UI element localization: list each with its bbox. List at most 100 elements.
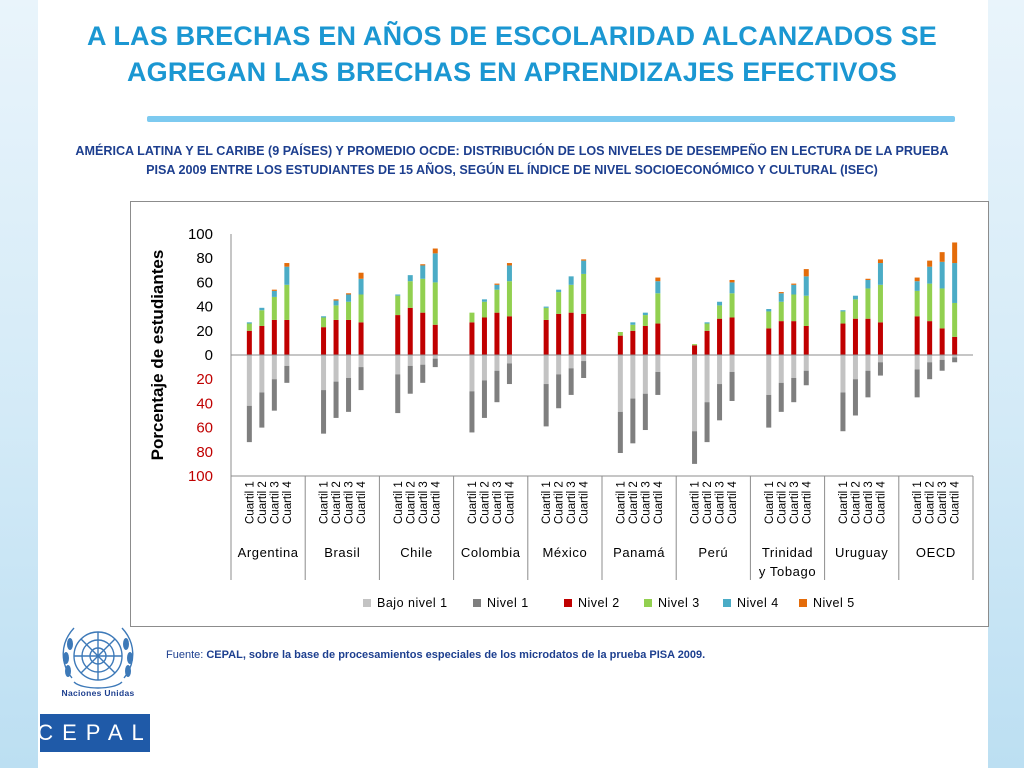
bar-segment (271, 355, 277, 380)
country-label: Argentina (238, 545, 299, 560)
bar-segment (246, 323, 252, 331)
bar-segment (556, 292, 562, 314)
bar-segment (865, 278, 871, 280)
bar-segment (791, 355, 797, 378)
bar-segment (803, 276, 809, 296)
bar-segment (914, 355, 920, 370)
bar-segment (321, 390, 327, 434)
bar-segment (481, 301, 487, 318)
bar-segment (581, 273, 587, 314)
bar-segment (617, 411, 623, 454)
page-title: A LAS BRECHAS EN AÑOS DE ESCOLARIDAD ALC… (60, 18, 964, 90)
bar-segment (717, 384, 723, 421)
bar-segment (840, 311, 846, 324)
bar-segment (271, 290, 277, 297)
bar-segment (494, 289, 500, 313)
quartile-tick-label: Cuartil 2 (405, 481, 417, 524)
legend-label: Nivel 3 (658, 596, 700, 610)
bar-segment (877, 362, 883, 376)
bar-segment (766, 311, 772, 329)
legend-label: Bajo nivel 1 (377, 596, 448, 610)
cepal-logo: CEPAL (37, 714, 150, 752)
bar-segment (704, 330, 710, 355)
un-label: Naciones Unidas (61, 688, 135, 698)
bar-segment (506, 363, 512, 385)
bar-segment (556, 374, 562, 409)
un-emblem-icon (62, 627, 134, 689)
bar-segment (865, 370, 871, 398)
country-label: Panamá (613, 545, 665, 560)
bar-segment (778, 321, 784, 355)
bar-segment (877, 355, 883, 363)
bar-segment (877, 284, 883, 323)
bar-segment (729, 371, 735, 401)
country-label: y Tobago (759, 564, 816, 579)
bar-segment (617, 355, 623, 412)
bar-segment (346, 293, 352, 295)
bar-segment (556, 313, 562, 355)
bar-segment (927, 266, 933, 284)
chart-frame: Porcentaje de estudiantes 100 80 60 40 20 0 20 4… (130, 201, 989, 627)
y-tick-label: 80 (196, 444, 213, 461)
bar-segment (246, 322, 252, 324)
quartile-tick-label: Cuartil 3 (640, 481, 652, 524)
bar-segment (407, 275, 413, 282)
bar-segment (333, 381, 339, 418)
y-tick-label: 80 (196, 250, 213, 267)
bar-segment (840, 355, 846, 393)
quartile-tick-label: Cuartil 4 (356, 481, 368, 524)
bar-segment (395, 295, 401, 316)
bar-segment (358, 278, 364, 295)
bar-segment (346, 355, 352, 378)
bar-segment (506, 316, 512, 355)
bar-segment (568, 355, 574, 369)
bar-segment (259, 392, 265, 428)
bar-segment (952, 242, 958, 264)
bar-segment (420, 364, 426, 383)
bar-segment (321, 327, 327, 355)
bar-segment (852, 318, 858, 355)
bar-segment (506, 263, 512, 266)
country-label: Uruguay (835, 545, 888, 560)
bar-segment (642, 315, 648, 326)
y-tick-label: 40 (196, 395, 213, 412)
bar-segment (395, 355, 401, 375)
bar-segment (333, 300, 339, 306)
bar-segment (939, 359, 945, 371)
bar-segment (259, 307, 265, 311)
bar-segment (717, 318, 723, 355)
bar-segment (952, 355, 958, 358)
bar-segment (420, 312, 426, 355)
y-tick-label: 20 (196, 371, 213, 388)
bar-segment (333, 305, 339, 320)
bar-segment (914, 316, 920, 355)
bar-segment (927, 362, 933, 380)
quartile-tick-label: Cuartil 1 (467, 481, 479, 524)
title-line-2: AGREGAN LAS BRECHAS EN APRENDIZAJES EFEC… (126, 57, 898, 87)
quartile-tick-label: Cuartil 3 (937, 481, 949, 524)
bar-segment (791, 377, 797, 403)
bar-segment (729, 317, 735, 355)
bar-segment (481, 355, 487, 381)
legend-label: Nivel 4 (737, 596, 779, 610)
bar-segment (395, 374, 401, 414)
bar-segment (432, 324, 438, 355)
bar-segment (346, 301, 352, 320)
bar-segment (494, 370, 500, 403)
legend-label: Nivel 1 (487, 596, 529, 610)
bar-segment (494, 355, 500, 371)
bar-segment (852, 299, 858, 319)
bar-segment (481, 317, 487, 355)
bar-segment (791, 294, 797, 322)
quartile-tick-label: Cuartil 4 (950, 481, 962, 524)
bar-segment (469, 391, 475, 433)
y-axis-label: Porcentaje de estudiantes (148, 250, 167, 461)
bar-segment (655, 371, 661, 395)
bar-segment (259, 310, 265, 326)
quartile-tick-label: Cuartil 3 (789, 481, 801, 524)
bar-segment (358, 355, 364, 368)
bar-segment (420, 264, 426, 266)
source-note: Fuente: CEPAL, sobre la base de procesam… (166, 649, 705, 661)
quartile-tick-label: Cuartil 1 (690, 481, 702, 524)
bar-segment (246, 355, 252, 406)
